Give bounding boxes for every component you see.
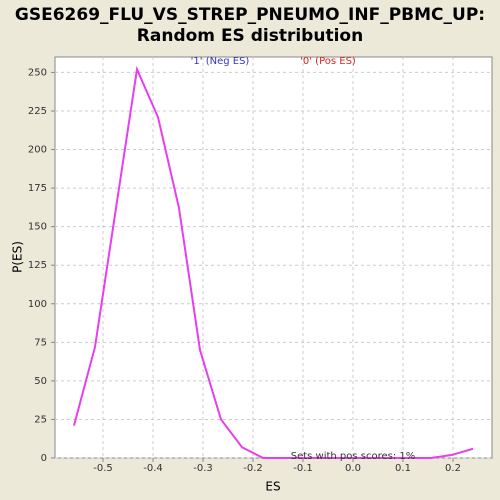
y-tick-label: 150 xyxy=(28,222,47,233)
x-tick-label: 0.0 xyxy=(345,463,361,474)
x-tick-label: -0.5 xyxy=(93,463,113,474)
y-axis-label: P(ES) xyxy=(11,241,25,273)
y-tick-label: 225 xyxy=(28,106,47,117)
y-tick-label: 100 xyxy=(28,299,47,310)
y-tick-label: 175 xyxy=(28,183,47,194)
legend-entry: '1' (Neg ES) xyxy=(191,56,250,67)
y-tick-label: 125 xyxy=(28,260,47,271)
x-tick-label: -0.3 xyxy=(193,463,213,474)
y-tick-label: 50 xyxy=(34,376,47,387)
y-tick-label: 200 xyxy=(28,145,47,156)
x-axis-label: ES xyxy=(265,480,280,494)
x-tick-label: 0.2 xyxy=(445,463,461,474)
y-tick-label: 0 xyxy=(41,453,47,464)
x-tick-label: -0.2 xyxy=(243,463,263,474)
chart-title: GSE6269_FLU_VS_STREP_PNEUMO_INF_PBMC_UP: xyxy=(15,5,485,25)
x-tick-label: 0.1 xyxy=(395,463,411,474)
x-tick-label: -0.1 xyxy=(293,463,313,474)
x-tick-label: -0.4 xyxy=(143,463,163,474)
y-tick-label: 75 xyxy=(34,337,47,348)
series-line xyxy=(73,65,474,459)
y-tick-label: 25 xyxy=(34,414,47,425)
y-tick-label: 250 xyxy=(28,67,47,78)
annotation: Sets with pos scores: 1% xyxy=(291,451,416,462)
chart-subtitle: Random ES distribution xyxy=(137,26,363,46)
plot-area xyxy=(54,56,493,459)
legend-entry: '0' (Pos ES) xyxy=(300,56,356,67)
